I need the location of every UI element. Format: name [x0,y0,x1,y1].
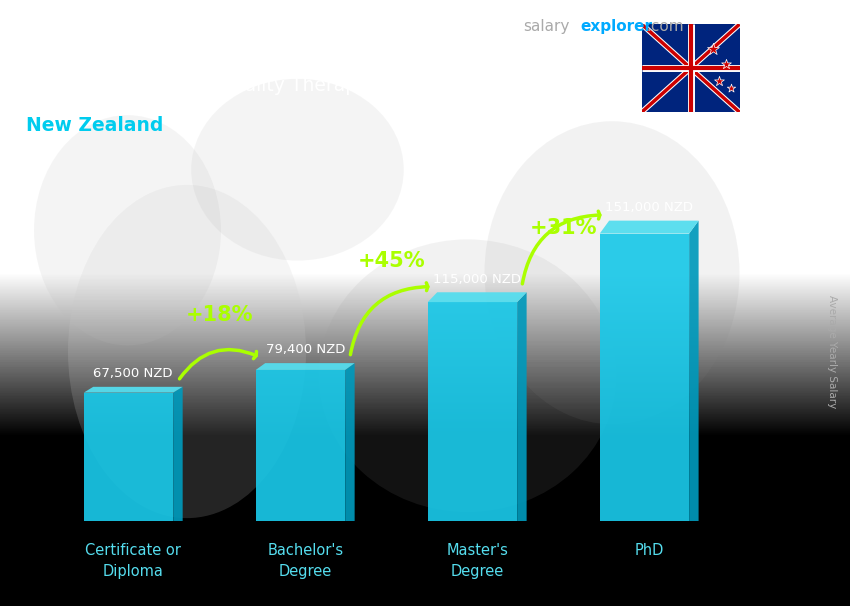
Point [712,76,726,86]
Ellipse shape [319,239,616,512]
Text: Average Yearly Salary: Average Yearly Salary [827,295,837,408]
Text: 79,400 NZD: 79,400 NZD [265,344,345,356]
Polygon shape [600,221,699,233]
Polygon shape [642,24,740,112]
Point [724,82,738,92]
Polygon shape [428,292,527,302]
Polygon shape [256,370,345,521]
Polygon shape [689,221,699,521]
Text: Salary Comparison By Education: Salary Comparison By Education [26,21,558,49]
Text: Virtual / Augmented Reality Therapist: Virtual / Augmented Reality Therapist [26,76,379,95]
Text: 115,000 NZD: 115,000 NZD [434,273,521,285]
Text: explorer: explorer [581,19,653,35]
Point [719,59,733,68]
Polygon shape [428,302,517,521]
Text: +31%: +31% [530,218,597,238]
Text: salary: salary [523,19,570,35]
Text: Bachelor's
Degree: Bachelor's Degree [267,543,343,579]
Text: .com: .com [647,19,684,35]
Text: Master's
Degree: Master's Degree [446,543,508,579]
Polygon shape [173,387,183,521]
Polygon shape [256,363,354,370]
Ellipse shape [68,185,306,518]
Text: PhD: PhD [634,543,664,558]
Ellipse shape [484,121,740,424]
Polygon shape [345,363,354,521]
Text: 67,500 NZD: 67,500 NZD [94,367,173,380]
Text: Certificate or
Diploma: Certificate or Diploma [85,543,181,579]
Ellipse shape [34,115,221,345]
Polygon shape [84,387,183,393]
Ellipse shape [191,79,404,261]
Text: +18%: +18% [185,304,253,325]
Point [706,44,719,54]
Polygon shape [517,292,527,521]
Polygon shape [84,393,173,521]
Text: +45%: +45% [357,251,425,271]
Polygon shape [600,233,689,521]
Text: 151,000 NZD: 151,000 NZD [605,201,693,214]
Text: New Zealand: New Zealand [26,116,163,135]
